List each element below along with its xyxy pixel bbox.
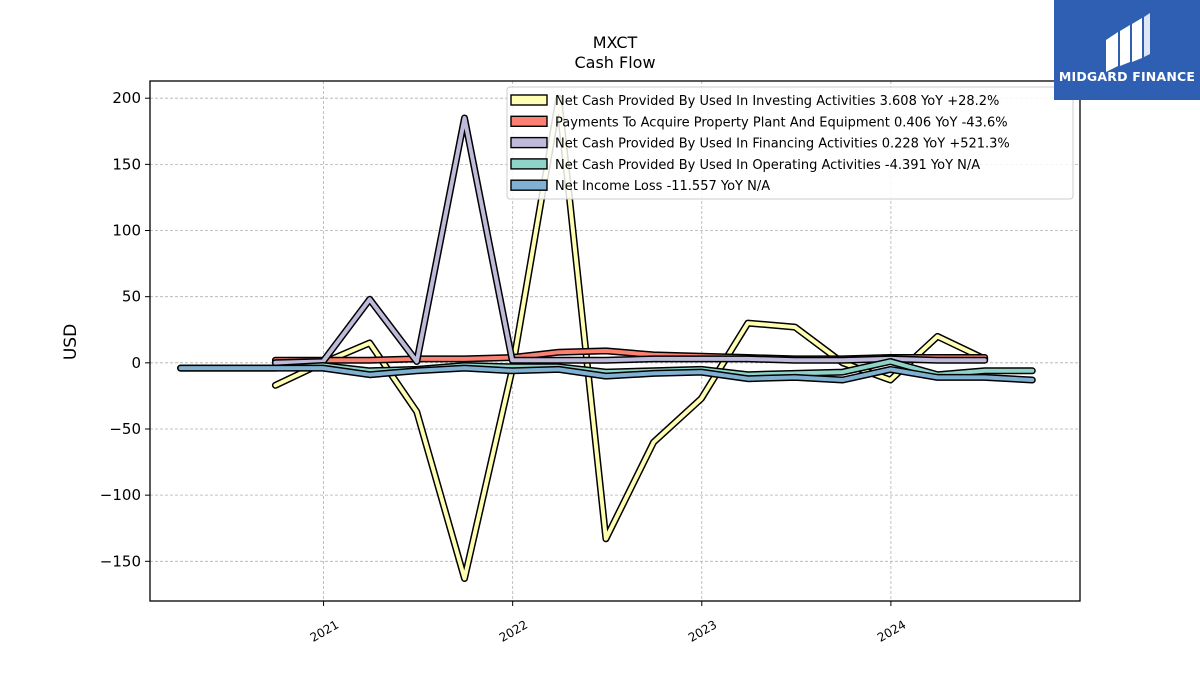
chart-subtitle: Cash Flow xyxy=(574,53,655,72)
x-tick-label: 2024 xyxy=(875,617,908,644)
y-tick-label: 50 xyxy=(122,288,141,306)
x-tick-label: 2021 xyxy=(308,617,341,644)
legend-box xyxy=(506,86,1074,200)
legend-label: Net Cash Provided By Used In Financing A… xyxy=(555,137,1010,152)
legend-label: Net Income Loss -11.557 YoY N/A xyxy=(555,179,770,194)
midgard-logo-icon xyxy=(1106,13,1150,72)
legend-swatch xyxy=(510,136,548,149)
series-line xyxy=(178,366,1035,382)
legend-swatch xyxy=(510,158,548,170)
series-line xyxy=(273,116,987,365)
plot-area-frame xyxy=(149,80,1081,602)
y-tick-label: −50 xyxy=(109,420,141,438)
y-tick-label: 0 xyxy=(131,354,141,372)
midgard-finance-logo: MIDGARD FINANCE xyxy=(1054,0,1200,100)
y-axis-label: USD xyxy=(61,324,81,360)
legend-label: Net Cash Provided By Used In Operating A… xyxy=(555,158,980,173)
legend-swatch xyxy=(510,179,548,191)
x-tick-label: 2023 xyxy=(686,617,719,644)
legend-swatch xyxy=(510,94,548,106)
legend-swatch xyxy=(510,115,548,128)
legend: Net Cash Provided By Used In Investing A… xyxy=(506,86,1074,200)
legend-label: Payments To Acquire Property Plant And E… xyxy=(555,115,1008,130)
y-tick-label: 200 xyxy=(112,89,141,107)
x-tick-label: 2022 xyxy=(497,617,530,644)
brand-name: MIDGARD FINANCE xyxy=(1058,69,1196,84)
legend-label: Net Cash Provided By Used In Investing A… xyxy=(555,94,999,109)
y-tick-label: −100 xyxy=(100,486,141,504)
chart-title: MXCT xyxy=(593,33,638,52)
y-tick-label: −150 xyxy=(100,552,141,570)
y-tick-label: 150 xyxy=(112,155,141,173)
y-tick-label: 100 xyxy=(112,222,141,240)
series-lines xyxy=(177,94,1036,582)
